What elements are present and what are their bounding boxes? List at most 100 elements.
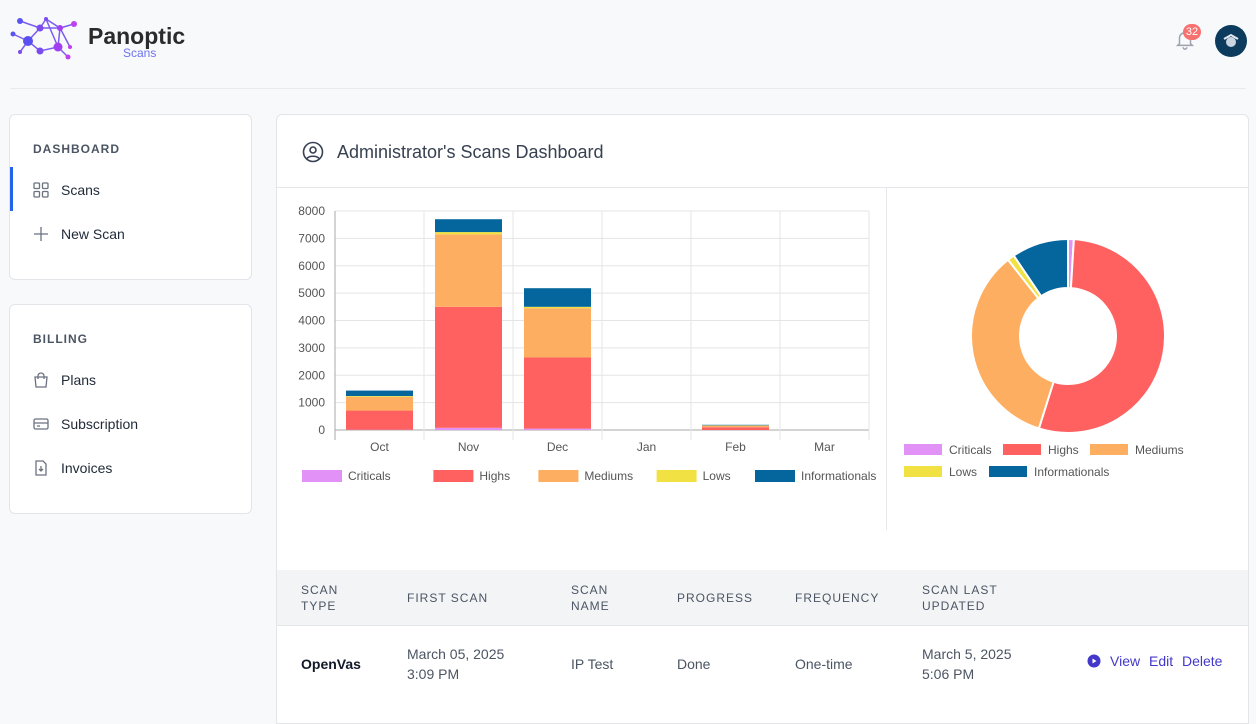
sidebar-item-label: New Scan <box>61 226 125 242</box>
bar-criticals <box>435 428 502 430</box>
sidebar-item-label: Invoices <box>61 460 112 476</box>
y-tick-label: 2000 <box>298 368 325 382</box>
sidebar-item-label: Scans <box>61 182 100 198</box>
sidebar-item-new-scan[interactable]: New Scan <box>10 214 250 254</box>
legend-swatch <box>904 444 942 455</box>
user-circle-icon <box>302 141 324 163</box>
legend-label: Mediums <box>584 469 633 483</box>
bar-criticals <box>524 429 591 430</box>
x-tick-label: Feb <box>725 440 746 454</box>
x-tick-label: Dec <box>547 440 568 454</box>
legend-swatch <box>989 466 1027 477</box>
legend-swatch <box>433 470 473 482</box>
cell-frequency: One-time <box>795 654 853 674</box>
bar-mediums <box>435 234 502 307</box>
section-label: DASHBOARD <box>33 142 120 156</box>
legend-swatch <box>538 470 578 482</box>
legend-label: Mediums <box>1135 443 1184 457</box>
bar-highs <box>346 411 413 430</box>
donut-chart: Criticals Highs Mediums Lows Informationals <box>887 188 1247 528</box>
card-icon <box>32 415 50 433</box>
bar-lows <box>435 232 502 234</box>
logo-icon <box>8 16 78 66</box>
legend-label: Lows <box>949 465 977 479</box>
legend-label: Highs <box>479 469 510 483</box>
col-progress: PROGRESS <box>677 590 753 606</box>
header-divider <box>10 88 1246 89</box>
bar-lows <box>524 307 591 308</box>
cell-scan-name: IP Test <box>571 654 613 674</box>
x-tick-label: Oct <box>370 440 389 454</box>
sidebar-item-plans[interactable]: Plans <box>10 360 250 400</box>
cell-progress: Done <box>677 654 710 674</box>
y-tick-label: 6000 <box>298 259 325 273</box>
bar-highs <box>702 427 769 430</box>
col-first-scan: FIRST SCAN <box>407 590 488 606</box>
legend-swatch <box>657 470 697 482</box>
edit-link[interactable]: Edit <box>1149 653 1173 669</box>
grid-icon <box>32 181 50 199</box>
col-frequency: FREQUENCY <box>795 590 879 606</box>
legend-swatch <box>302 470 342 482</box>
sidebar-item-invoices[interactable]: Invoices <box>10 448 250 488</box>
bar-informationals <box>346 391 413 396</box>
section-label: BILLING <box>33 332 88 346</box>
bar-informationals <box>702 425 769 426</box>
bar-highs <box>524 357 591 428</box>
play-icon[interactable] <box>1087 654 1101 668</box>
legend-swatch <box>904 466 942 477</box>
legend-swatch <box>1090 444 1128 455</box>
bar-informationals <box>524 288 591 307</box>
bag-icon <box>32 371 50 389</box>
legend-label: Informationals <box>1034 465 1109 479</box>
legend-label: Informationals <box>801 469 876 483</box>
bar-highs <box>435 307 502 428</box>
y-tick-label: 5000 <box>298 286 325 300</box>
legend-swatch <box>1003 444 1041 455</box>
dashboard-card: Administrator's Scans Dashboard 0 1000 200… <box>276 114 1249 724</box>
bar-mediums <box>702 426 769 428</box>
billing-nav-card: BILLING Plans Subscription Invoices <box>9 304 252 514</box>
invoice-icon <box>32 459 50 477</box>
dashboard-nav-card: DASHBOARD Scans New Scan <box>9 114 252 280</box>
y-tick-label: 7000 <box>298 231 325 245</box>
view-link[interactable]: View <box>1110 653 1140 669</box>
y-tick-label: 4000 <box>298 314 325 328</box>
legend-label: Lows <box>703 469 731 483</box>
delete-link[interactable]: Delete <box>1182 653 1222 669</box>
x-tick-label: Mar <box>814 440 835 454</box>
page-title: Administrator's Scans Dashboard <box>337 142 604 163</box>
legend-label: Criticals <box>348 469 391 483</box>
bar-lows <box>346 396 413 397</box>
y-tick-label: 3000 <box>298 341 325 355</box>
bar-chart: 0 1000 2000 3000 4000 5000 6000 7000 8000 Oct Nov D… <box>277 188 886 528</box>
notification-badge: 32 <box>1183 24 1201 40</box>
sidebar-item-label: Plans <box>61 372 96 388</box>
sidebar-item-scans[interactable]: Scans <box>10 170 250 210</box>
x-tick-label: Jan <box>637 440 656 454</box>
bar-mediums <box>524 308 591 357</box>
y-tick-label: 8000 <box>298 204 325 218</box>
legend-label: Highs <box>1048 443 1079 457</box>
x-tick-label: Nov <box>458 440 479 454</box>
legend-label: Criticals <box>949 443 992 457</box>
bar-mediums <box>346 397 413 411</box>
top-header: Panoptic Scans 32 <box>0 0 1256 88</box>
bar-informationals <box>435 219 502 232</box>
plus-icon <box>32 225 50 243</box>
legend-swatch <box>755 470 795 482</box>
y-tick-label: 0 <box>318 423 325 437</box>
cell-scan-type: OpenVas <box>301 654 361 674</box>
avatar[interactable] <box>1215 25 1247 57</box>
sidebar-item-subscription[interactable]: Subscription <box>10 404 250 444</box>
brand-subtitle: Scans <box>123 46 156 60</box>
sidebar-item-label: Subscription <box>61 416 138 432</box>
y-tick-label: 1000 <box>298 396 325 410</box>
